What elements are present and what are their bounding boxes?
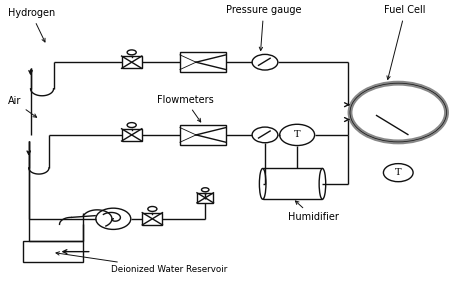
Text: T: T xyxy=(395,168,402,177)
Circle shape xyxy=(252,127,278,143)
Ellipse shape xyxy=(319,169,326,199)
Ellipse shape xyxy=(260,169,266,199)
Text: Air: Air xyxy=(7,96,36,117)
Bar xyxy=(142,213,162,225)
Bar xyxy=(263,169,322,199)
Circle shape xyxy=(252,55,278,70)
Text: Deionized Water Reservoir: Deionized Water Reservoir xyxy=(56,252,227,274)
Text: Hydrogen: Hydrogen xyxy=(7,8,55,42)
Text: Flowmeters: Flowmeters xyxy=(157,95,214,122)
Bar xyxy=(122,56,142,68)
Bar xyxy=(23,241,83,262)
Bar xyxy=(180,53,226,72)
Text: T: T xyxy=(294,130,301,139)
Circle shape xyxy=(280,124,314,146)
Text: Pressure gauge: Pressure gauge xyxy=(226,6,301,51)
Text: Humidifier: Humidifier xyxy=(288,201,339,222)
Bar xyxy=(197,193,213,203)
Circle shape xyxy=(384,164,413,182)
Bar xyxy=(122,129,142,141)
Bar xyxy=(180,125,226,145)
Text: Fuel Cell: Fuel Cell xyxy=(384,6,426,80)
